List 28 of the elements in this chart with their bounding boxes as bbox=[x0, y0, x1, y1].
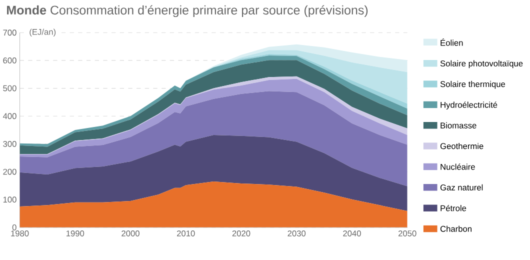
y-tick-label: 0 bbox=[12, 224, 16, 230]
x-tick-label: 2010 bbox=[177, 230, 195, 236]
y-tick-label: 200 bbox=[3, 168, 16, 175]
legend-label: Geothermie bbox=[440, 142, 484, 150]
legend-label: Solaire photovoltaïque bbox=[440, 60, 523, 68]
y-tick-label: 500 bbox=[3, 85, 16, 92]
legend-label: Charbon bbox=[440, 226, 472, 232]
y-tick-label: 700 bbox=[3, 30, 16, 36]
legend-label: Biomasse bbox=[440, 122, 476, 128]
legend-label: Nucléaire bbox=[440, 164, 475, 170]
legend-label: Gaz naturel bbox=[440, 184, 483, 190]
x-tick-label: 2040 bbox=[343, 230, 361, 236]
y-tick-label: 300 bbox=[3, 140, 16, 147]
legend-label: Pétrole bbox=[440, 204, 466, 212]
y-tick-label: 400 bbox=[2, 113, 16, 120]
y-axis-title: (EJ/an) bbox=[30, 28, 56, 36]
x-tick-label: 2000 bbox=[122, 230, 140, 236]
x-tick-label: 2020 bbox=[232, 230, 250, 236]
y-tick-label: 600 bbox=[3, 57, 16, 64]
legend-label: Éolien bbox=[440, 38, 463, 46]
x-tick-label: 2050 bbox=[398, 230, 416, 236]
legend-label: Hydroélectricité bbox=[440, 102, 498, 110]
x-tick-label: 2030 bbox=[288, 230, 306, 236]
legend-label: Solaire thermique bbox=[440, 80, 506, 89]
y-tick-label: 100 bbox=[3, 196, 16, 203]
chart-title: Monde Consommation d’énergie primaire par source (prévisions) bbox=[7, 5, 368, 18]
x-tick-label: 1990 bbox=[66, 230, 84, 236]
x-tick-label: 1980 bbox=[11, 230, 29, 236]
